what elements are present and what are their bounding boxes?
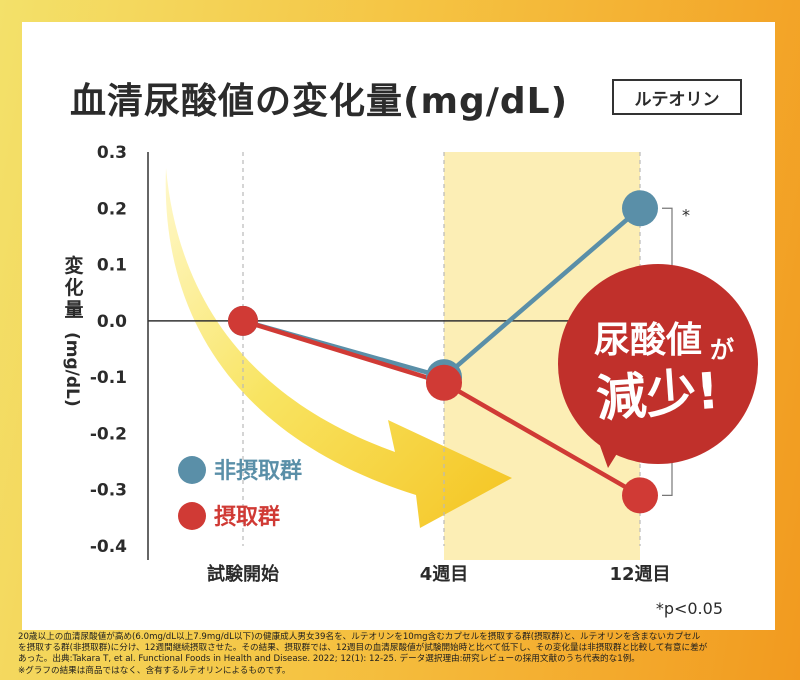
data-point-1-1 [426,364,462,401]
y-tick-label: -0.3 [90,481,127,501]
y-axis-label-char: 化 [64,276,83,299]
series-lines [228,190,658,514]
x-tick-label: 4週目 [420,564,469,585]
y-tick-label: 0.1 [97,256,127,276]
y-axis-label-char: 量 [64,299,83,321]
y-tick-label: 0.2 [97,199,127,219]
legend-label-0: 非摂取群 [214,458,302,484]
legend-swatch-0 [178,456,206,484]
footnote-line: を摂取する群(非摂取群)に分け、12週間継続摂取させた。その結果、摂取群では、1… [18,643,708,654]
callout-particle: が [710,336,734,364]
decorative-arrow [165,168,512,528]
footnote-line: 20歳以上の血清尿酸値が高め(6.0mg/dL以上7.9mg/dL以下)の健康成… [18,632,701,642]
y-axis-label: 変化量 (mg/dL) [62,254,84,407]
callout-circle [558,264,758,464]
y-tick-labels: 0.3 0.2 0.1 0.0 -0.1 -0.2 -0.3 -0.4 [90,143,127,557]
data-point-1-2 [622,477,658,514]
chart-title: 血清尿酸値の変化量(mg/dL) [70,81,569,122]
x-tick-label: 試験開始 [207,563,279,585]
data-point-1-0 [228,305,258,336]
callout-text-line1: 尿酸値 [594,320,702,361]
x-tick-label: 12週目 [609,564,670,585]
data-point-0-2 [622,190,658,227]
callout-bubble: 尿酸値 が減少! [558,264,758,468]
y-tick-label: -0.4 [90,537,127,557]
y-tick-label: -0.1 [90,368,127,388]
footnote-line: ※グラフの結果は商品ではなく、含有するルテオリンによるものです。 [18,665,291,676]
ingredient-tag: ルテオリン [612,79,742,115]
y-tick-label: 0.0 [97,312,127,332]
y-tick-label: -0.2 [90,424,127,444]
significance-star: * [682,205,690,224]
footnote-line: あった。出典:Takara T, et al. Functional Foods… [18,654,640,665]
legend-label-1: 摂取群 [214,504,280,530]
footnote: 20歳以上の血清尿酸値が高め(6.0mg/dL以上7.9mg/dL以下)の健康成… [18,632,788,677]
y-axis-label-unit: (mg/dL) [62,332,82,407]
x-tick-labels: 試験開始 4週目 12週目 [207,563,671,585]
y-tick-label: 0.3 [97,143,127,163]
y-axis-label-char: 変 [64,254,83,277]
callout-text-line2: 減少! [594,362,721,428]
legend-swatch-1 [178,502,206,530]
significance-note: *p<0.05 [656,599,723,618]
